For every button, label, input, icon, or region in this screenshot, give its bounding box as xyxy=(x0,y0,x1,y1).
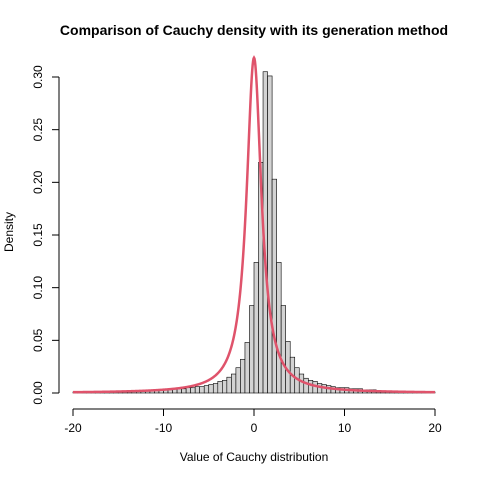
y-tick-label: 0.15 xyxy=(31,223,45,247)
histogram-bar xyxy=(181,388,187,394)
histogram-bars xyxy=(72,71,436,394)
histogram-bar xyxy=(217,381,223,394)
x-axis: -20 -10 0 10 20 xyxy=(64,408,442,435)
histogram-bar xyxy=(194,386,200,394)
histogram-bar xyxy=(280,305,286,394)
histogram-bar xyxy=(212,383,219,394)
histogram-bar xyxy=(253,262,259,394)
x-tick-label: 0 xyxy=(251,421,258,435)
histogram-bar xyxy=(235,367,241,394)
x-tick-label: 20 xyxy=(428,421,442,435)
cauchy-density-curve xyxy=(73,55,435,394)
histogram-bar xyxy=(267,75,273,394)
histogram-bar xyxy=(226,376,232,394)
histogram-bar xyxy=(303,377,309,394)
y-tick-label: 0.25 xyxy=(31,118,45,142)
histogram-bar xyxy=(231,373,237,394)
histogram-bar xyxy=(208,384,214,394)
histogram-bar xyxy=(240,358,246,394)
histogram-bar xyxy=(222,380,228,394)
y-axis: 0.00 0.05 0.10 0.15 0.20 0.25 0.30 xyxy=(31,65,60,405)
histogram-bar xyxy=(185,387,191,394)
x-axis-label: Value of Cauchy distribution xyxy=(180,450,329,464)
y-tick-label: 0.20 xyxy=(31,170,45,194)
histogram-bar xyxy=(307,380,314,394)
histogram-bar xyxy=(203,385,210,394)
y-tick-label: 0.05 xyxy=(31,328,45,352)
y-tick-label: 0.30 xyxy=(31,65,45,89)
x-tick-label: -10 xyxy=(155,421,173,435)
y-tick-label: 0.00 xyxy=(31,381,45,405)
histogram-bar xyxy=(249,305,255,394)
x-tick-label: 10 xyxy=(338,421,352,435)
y-tick-label: 0.10 xyxy=(31,276,45,300)
x-tick-label: -20 xyxy=(64,421,82,435)
histogram-bar xyxy=(199,386,205,394)
histogram-bar xyxy=(244,342,250,394)
y-axis-label: Density xyxy=(2,212,16,252)
chart-title: Comparison of Cauchy density with its ge… xyxy=(60,22,448,38)
histogram-bar xyxy=(298,373,305,394)
histogram-bar xyxy=(271,178,277,394)
histogram-bar xyxy=(190,387,196,394)
histogram-bar xyxy=(276,262,282,394)
